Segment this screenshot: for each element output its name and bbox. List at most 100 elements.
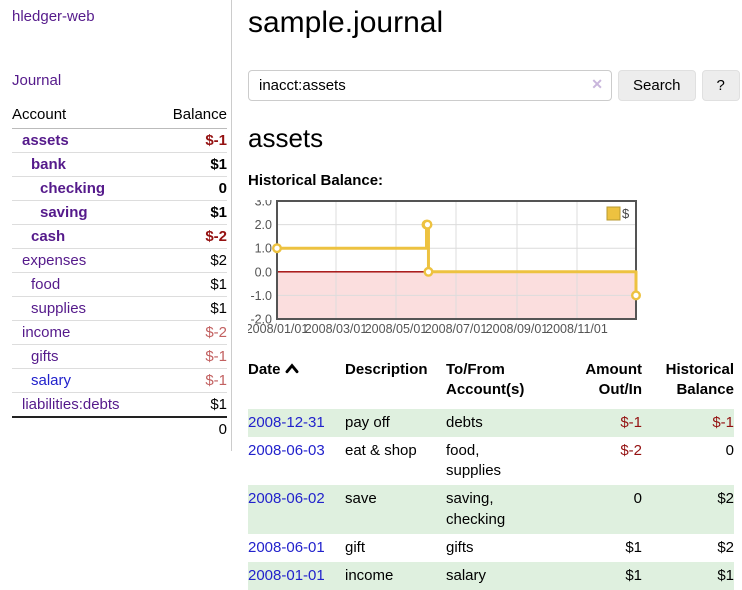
register-accounts-cell: saving, checking bbox=[446, 485, 540, 534]
page-title: sample.journal bbox=[248, 6, 444, 39]
register-date-cell: 2008-06-02 bbox=[248, 485, 345, 534]
account-link[interactable]: supplies bbox=[31, 300, 87, 317]
account-balance: $1 bbox=[154, 152, 227, 177]
svg-text:2008/09/01: 2008/09/01 bbox=[486, 322, 549, 336]
register-description-cell: save bbox=[345, 485, 446, 534]
register-description-cell: pay off bbox=[345, 408, 446, 437]
transaction-date-link[interactable]: 2008-06-03 bbox=[248, 441, 325, 459]
register-row: 2008-06-02 save saving, checking 0 $2 bbox=[248, 485, 734, 534]
account-name-cell: checking bbox=[12, 176, 155, 201]
account-row: expenses $2 bbox=[12, 248, 227, 273]
svg-text:2.0: 2.0 bbox=[255, 218, 272, 232]
register-description-cell: eat & shop bbox=[345, 441, 417, 459]
chart-title: Historical Balance: bbox=[248, 172, 384, 190]
account-row: income $-2 bbox=[12, 320, 227, 345]
transaction-date-link[interactable]: 2008-06-02 bbox=[248, 490, 325, 508]
account-link[interactable]: salary bbox=[31, 372, 72, 389]
total-spacer bbox=[12, 416, 155, 441]
account-balance: 0 bbox=[154, 176, 227, 201]
account-link[interactable]: expenses bbox=[22, 252, 87, 269]
account-row: cash $-2 bbox=[12, 224, 227, 249]
svg-text:-1.0: -1.0 bbox=[250, 289, 272, 303]
transaction-date-link[interactable]: 2008-12-31 bbox=[248, 413, 325, 431]
brand-link[interactable]: hledger-web bbox=[12, 8, 95, 25]
register-accounts-cell: food, supplies bbox=[446, 441, 502, 480]
svg-text:0.0: 0.0 bbox=[255, 265, 272, 279]
account-name-cell: bank bbox=[12, 152, 155, 177]
register-accounts-cell: debts bbox=[446, 408, 540, 437]
register-description-cell: income bbox=[345, 562, 446, 590]
account-name-cell: saving bbox=[12, 200, 155, 225]
register-column-header-to-from-account-s-: To/From Account(s) bbox=[446, 361, 525, 399]
account-name-cell: supplies bbox=[12, 296, 155, 321]
search-bar: ✕ Search ? bbox=[248, 69, 740, 101]
account-link[interactable]: cash bbox=[31, 228, 66, 245]
clear-search-icon[interactable]: ✕ bbox=[591, 75, 603, 92]
register-date-cell: 2008-01-01 bbox=[248, 562, 345, 590]
account-row: assets $-1 bbox=[12, 128, 227, 153]
account-link[interactable]: liabilities:debts bbox=[22, 396, 120, 413]
account-name-cell: income bbox=[12, 320, 155, 345]
account-balance: $1 bbox=[154, 272, 227, 297]
balance-column-header: Balance bbox=[154, 106, 227, 129]
account-row: liabilities:debts $1 bbox=[12, 392, 227, 418]
search-help-button[interactable]: ? bbox=[701, 69, 740, 101]
account-link[interactable]: food bbox=[31, 276, 61, 293]
svg-text:2008/05/01: 2008/05/01 bbox=[365, 322, 428, 336]
svg-text:-2.0: -2.0 bbox=[250, 313, 272, 327]
account-link[interactable]: saving bbox=[40, 204, 88, 221]
register-balance-cell: $1 bbox=[642, 562, 734, 590]
search-button[interactable]: Search bbox=[618, 69, 696, 101]
register-column-header-date[interactable]: Date bbox=[248, 360, 345, 409]
register-column-header-amount-out-in: Amount Out/In bbox=[585, 361, 642, 399]
chart-svg: $3.0 2.0 1.0 0.0 -1.0 -2.02008/01/012008/03/0… bbox=[248, 200, 642, 336]
account-balance: $-2 bbox=[154, 320, 227, 345]
account-row: supplies $1 bbox=[12, 296, 227, 321]
account-link[interactable]: bank bbox=[31, 156, 67, 173]
main-content: sample.journal ✕ Search ? assets Histori… bbox=[232, 0, 740, 590]
register-date-cell: 2008-06-01 bbox=[248, 534, 345, 562]
svg-text:2008/03/01: 2008/03/01 bbox=[305, 322, 368, 336]
register-column-header-historical-balance: Historical Balance bbox=[665, 361, 734, 399]
account-link[interactable]: assets bbox=[22, 132, 69, 149]
svg-text:$: $ bbox=[622, 206, 630, 221]
account-balance: $1 bbox=[154, 392, 227, 418]
account-name-cell: expenses bbox=[12, 248, 155, 273]
account-balance: $-1 bbox=[154, 368, 227, 393]
svg-text:1.0: 1.0 bbox=[255, 242, 272, 256]
register-accounts-cell: salary bbox=[446, 562, 540, 590]
register-balance-cell: $2 bbox=[717, 538, 734, 556]
register-date-cell: 2008-06-03 bbox=[248, 437, 345, 486]
app-brand: hledger-web bbox=[12, 8, 227, 25]
account-row: bank $1 bbox=[12, 152, 227, 177]
register-amount-cell: 0 bbox=[540, 485, 642, 534]
historical-balance-chart[interactable]: $3.0 2.0 1.0 0.0 -1.0 -2.0 2008/01/01 2008/03/0… bbox=[248, 200, 642, 337]
account-name-cell: liabilities:debts bbox=[12, 392, 155, 418]
transaction-date-link[interactable]: 2008-01-01 bbox=[248, 567, 325, 585]
register-balance-cell: $-1 bbox=[642, 408, 734, 437]
account-tree-total-row: 0 bbox=[12, 416, 227, 441]
search-input-wrap: ✕ bbox=[248, 69, 612, 101]
register-balance-cell: $2 bbox=[642, 485, 734, 534]
register-description-cell: gift bbox=[345, 538, 366, 556]
account-name-cell: cash bbox=[12, 224, 155, 249]
account-link[interactable]: income bbox=[22, 324, 71, 341]
account-balance: $2 bbox=[154, 248, 227, 273]
transaction-date-link[interactable]: 2008-06-01 bbox=[248, 538, 325, 556]
account-row: gifts $-1 bbox=[12, 344, 227, 369]
search-input[interactable] bbox=[248, 69, 612, 101]
register-header-row: Date Description To/From Account(s) Amount … bbox=[248, 360, 734, 409]
nav-journal-link[interactable]: Journal bbox=[12, 72, 62, 89]
account-link[interactable]: checking bbox=[40, 180, 106, 197]
account-balance: $-1 bbox=[154, 128, 227, 153]
register-table: Date Description To/From Account(s) Amount … bbox=[248, 360, 734, 590]
svg-text:2008/11/01: 2008/11/01 bbox=[546, 322, 608, 336]
account-row: saving $1 bbox=[12, 200, 227, 225]
account-link[interactable]: gifts bbox=[31, 348, 59, 365]
register-date-cell: 2008-12-31 bbox=[248, 408, 345, 437]
register-amount-cell: $1 bbox=[625, 538, 642, 556]
register-balance-cell: 0 bbox=[725, 441, 734, 459]
svg-text:3.0: 3.0 bbox=[255, 200, 272, 209]
sidebar: hledger-web Journal Account Balance asse… bbox=[0, 0, 232, 451]
